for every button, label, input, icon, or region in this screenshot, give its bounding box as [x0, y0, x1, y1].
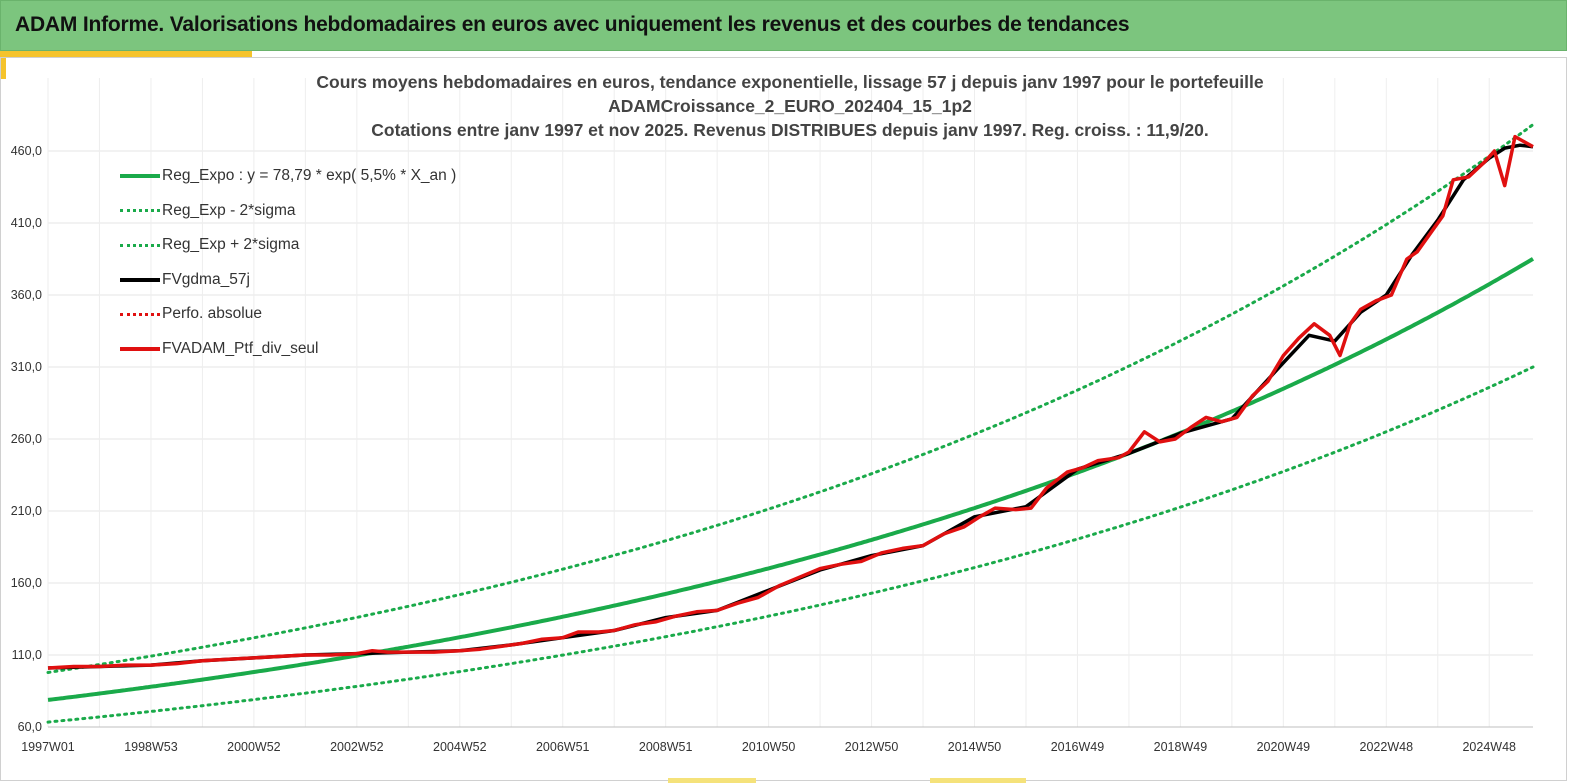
legend-item-ptf: FVADAM_Ptf_div_seul [120, 336, 456, 371]
legend-label-reg-minus: Reg_Exp - 2*sigma [162, 201, 296, 219]
bottom-strip [0, 778, 1567, 783]
x-tick-label: 2004W52 [433, 740, 487, 754]
y-tick-label: 260,0 [11, 432, 42, 446]
y-tick-label: 360,0 [11, 288, 42, 302]
strip-segment [930, 778, 1026, 783]
legend-label-ptf: FVADAM_Ptf_div_seul [162, 339, 319, 357]
header-banner: ADAM Informe. Valorisations hebdomadaire… [0, 0, 1567, 51]
chart-frame [0, 57, 1567, 781]
chart-title-line-1: Cours moyens hebdomadaires en euros, ten… [316, 72, 1264, 92]
x-tick-label: 2008W51 [639, 740, 693, 754]
x-tick-label: 2006W51 [536, 740, 590, 754]
x-tick-label: 2016W49 [1051, 740, 1105, 754]
y-tick-label: 160,0 [11, 576, 42, 590]
x-tick-label: 2012W50 [845, 740, 899, 754]
chart-title-line-2: ADAMCroissance_2_EURO_202404_15_1p2 [608, 96, 972, 116]
series-reg-expo [47, 257, 1535, 702]
x-tick-label: 2000W52 [227, 740, 281, 754]
x-tick-label: 2020W49 [1257, 740, 1311, 754]
y-tick-label: 60,0 [18, 720, 42, 734]
chart-title-line-3: Cotations entre janv 1997 et nov 2025. R… [371, 120, 1209, 140]
y-tick-label: 310,0 [11, 360, 42, 374]
legend-item-reg-minus: Reg_Exp - 2*sigma [120, 198, 456, 233]
legend-swatch-ptf [120, 336, 160, 362]
y-tick-label: 110,0 [12, 648, 42, 662]
legend-item-fvgdma: FVgdma_57j [120, 267, 456, 302]
x-tick-label: 2014W50 [948, 740, 1002, 754]
strip-segment [668, 778, 756, 783]
y-tick-label: 410,0 [11, 216, 42, 230]
legend-label-reg-plus: Reg_Exp + 2*sigma [162, 236, 300, 253]
y-tick-label: 460,0 [11, 144, 42, 158]
y-tick-label: 210,0 [11, 504, 42, 518]
series-reg-minus-2sigma [46, 365, 1535, 724]
x-tick-label: 2024W48 [1462, 740, 1516, 754]
page-title: ADAM Informe. Valorisations hebdomadaire… [15, 13, 1130, 36]
chart-title: Cours moyens hebdomadaires en euros, ten… [0, 70, 1569, 142]
legend-swatch-perfo [120, 301, 160, 327]
legend-item-reg-plus: Reg_Exp + 2*sigma [120, 232, 456, 267]
legend-swatch-reg-minus [120, 198, 160, 224]
legend-label-perfo: Perfo. absolue [162, 305, 262, 322]
series-reg-plus-2sigma [46, 123, 1535, 674]
accent-bar [0, 51, 252, 57]
legend-item-reg-expo: Reg_Expo : y = 78,79 * exp( 5,5% * X_an … [120, 163, 456, 198]
legend-swatch-reg-expo [120, 163, 160, 189]
x-tick-label: 2010W50 [742, 740, 796, 754]
legend-swatch-fvgdma [120, 267, 160, 293]
series-fvadam-ptf-div-seul [47, 134, 1534, 670]
legend-item-perfo: Perfo. absolue [120, 301, 456, 336]
chart-legend: Reg_Expo : y = 78,79 * exp( 5,5% * X_an … [120, 163, 456, 370]
legend-label-reg-expo: Reg_Expo : y = 78,79 * exp( 5,5% * X_an … [162, 167, 457, 184]
accent-corner [0, 51, 6, 79]
x-tick-label: 2022W48 [1360, 740, 1414, 754]
x-tick-label: 2018W49 [1154, 740, 1208, 754]
x-tick-label: 1998W53 [124, 740, 178, 754]
legend-swatch-reg-plus [120, 232, 160, 258]
x-tick-label: 2002W52 [330, 740, 384, 754]
x-tick-label: 1997W01 [21, 740, 75, 754]
legend-label-fvgdma: FVgdma_57j [162, 270, 250, 288]
